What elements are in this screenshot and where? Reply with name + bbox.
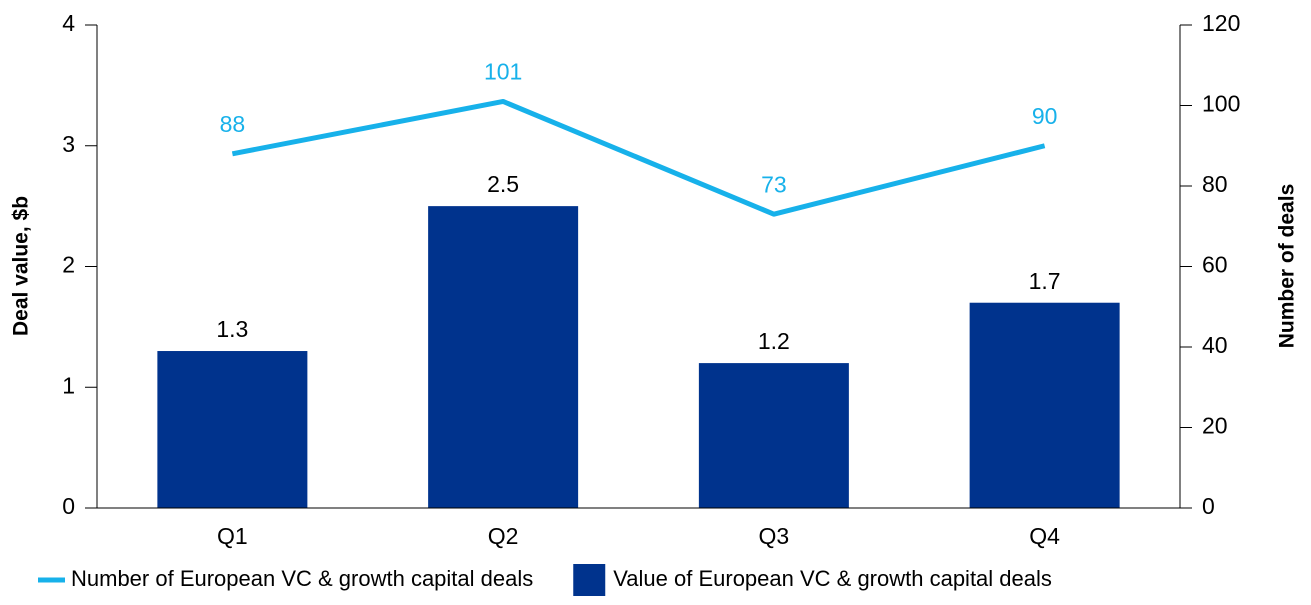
line <box>231 98 1046 217</box>
y2-tick-label: 80 <box>1202 171 1228 197</box>
bar-value-label: 1.2 <box>758 328 790 354</box>
y-axis-label: Deal value, $b <box>10 196 33 336</box>
line-value-label: 90 <box>1032 103 1058 129</box>
x-tick-label: Q3 <box>759 523 790 549</box>
y2-axis-label: Number of deals <box>1276 184 1299 349</box>
y-tick-label: 2 <box>62 252 75 278</box>
y-tick-label: 0 <box>62 493 75 519</box>
legend-swatch <box>573 564 606 596</box>
x-tick-label: Q2 <box>488 523 519 549</box>
bar-value-label: 1.7 <box>1029 268 1061 294</box>
bar <box>157 351 308 508</box>
bar <box>698 363 849 508</box>
bar-value-label: 1.3 <box>216 316 248 342</box>
y2-tick-label: 60 <box>1202 252 1228 278</box>
y2-tick-label: 120 <box>1202 10 1240 36</box>
y-tick-label: 4 <box>62 10 75 36</box>
line-value-label: 101 <box>484 59 522 85</box>
legend-label: Value of European VC & growth capital de… <box>613 566 1052 591</box>
bar <box>969 302 1120 508</box>
line-value-label: 88 <box>220 111 246 137</box>
y2-tick-label: 100 <box>1202 91 1240 117</box>
bar-value-label: 2.5 <box>487 171 519 197</box>
x-tick-label: Q4 <box>1029 523 1060 549</box>
y2-tick-label: 0 <box>1202 493 1215 519</box>
x-tick-label: Q1 <box>217 523 248 549</box>
bar <box>428 206 579 508</box>
y2-tick-label: 20 <box>1202 413 1228 439</box>
line-value-label: 73 <box>761 171 787 197</box>
legend-label: Number of European VC & growth capital d… <box>71 566 533 591</box>
y2-tick-label: 40 <box>1202 332 1228 358</box>
y-tick-label: 1 <box>62 372 75 398</box>
y-tick-label: 3 <box>62 131 75 157</box>
